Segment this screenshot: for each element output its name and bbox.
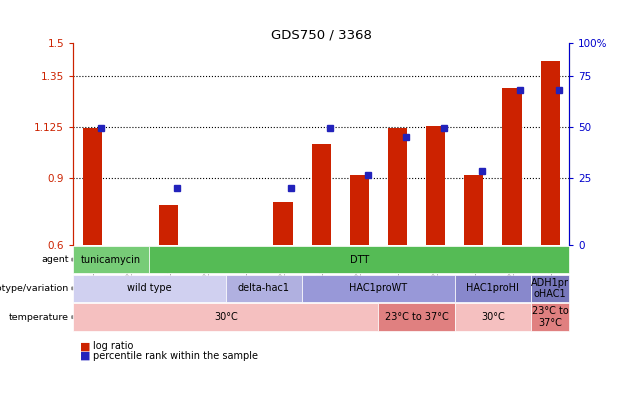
Text: wild type: wild type bbox=[127, 284, 172, 293]
Text: ■: ■ bbox=[80, 341, 90, 351]
Text: 30°C: 30°C bbox=[214, 312, 238, 322]
Text: 30°C: 30°C bbox=[481, 312, 505, 322]
Text: 23°C to
37°C: 23°C to 37°C bbox=[532, 306, 569, 328]
Bar bbox=[273, 202, 293, 245]
Bar bbox=[502, 87, 522, 245]
Text: HAC1proHI: HAC1proHI bbox=[466, 284, 520, 293]
Text: genotype/variation: genotype/variation bbox=[0, 284, 69, 293]
Text: temperature: temperature bbox=[9, 313, 69, 322]
Text: ADH1pr
oHAC1: ADH1pr oHAC1 bbox=[531, 277, 569, 299]
Bar bbox=[350, 175, 369, 245]
Bar bbox=[83, 128, 102, 245]
Bar bbox=[464, 175, 483, 245]
Text: tunicamycin: tunicamycin bbox=[81, 255, 141, 264]
Text: delta-hac1: delta-hac1 bbox=[238, 284, 290, 293]
Bar bbox=[541, 60, 560, 245]
Text: HAC1proWT: HAC1proWT bbox=[349, 284, 408, 293]
Text: percentile rank within the sample: percentile rank within the sample bbox=[93, 351, 258, 361]
Text: 23°C to 37°C: 23°C to 37°C bbox=[385, 312, 448, 322]
Bar bbox=[312, 144, 331, 245]
Text: ■: ■ bbox=[80, 351, 90, 361]
Text: DTT: DTT bbox=[350, 255, 369, 264]
Title: GDS750 / 3368: GDS750 / 3368 bbox=[271, 28, 371, 41]
Bar bbox=[426, 126, 445, 245]
Bar bbox=[159, 205, 178, 245]
Bar bbox=[388, 128, 407, 245]
Text: log ratio: log ratio bbox=[93, 341, 134, 351]
Text: agent: agent bbox=[41, 255, 69, 264]
